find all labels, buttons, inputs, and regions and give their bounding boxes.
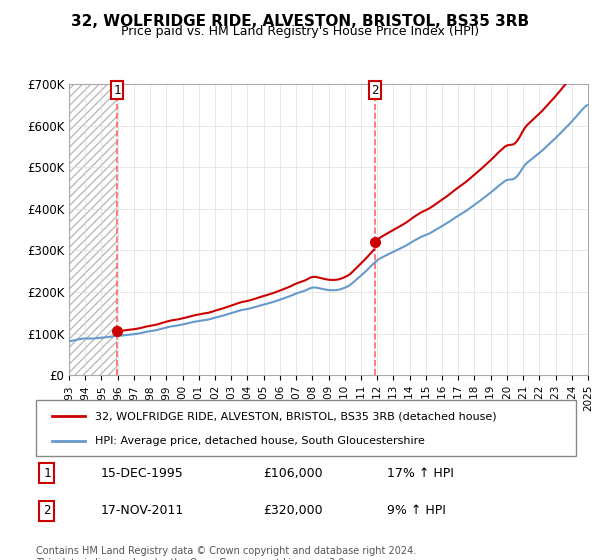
Text: 2: 2 — [43, 505, 50, 517]
Text: 17-NOV-2011: 17-NOV-2011 — [101, 505, 184, 517]
Text: Price paid vs. HM Land Registry's House Price Index (HPI): Price paid vs. HM Land Registry's House … — [121, 25, 479, 38]
FancyBboxPatch shape — [36, 400, 576, 456]
Text: Contains HM Land Registry data © Crown copyright and database right 2024.
This d: Contains HM Land Registry data © Crown c… — [36, 546, 416, 560]
Text: 32, WOLFRIDGE RIDE, ALVESTON, BRISTOL, BS35 3RB: 32, WOLFRIDGE RIDE, ALVESTON, BRISTOL, B… — [71, 14, 529, 29]
Text: 15-DEC-1995: 15-DEC-1995 — [101, 466, 184, 479]
Text: 1: 1 — [43, 466, 50, 479]
Text: £106,000: £106,000 — [263, 466, 322, 479]
Text: 2: 2 — [371, 84, 379, 97]
Text: £320,000: £320,000 — [263, 505, 322, 517]
Text: 17% ↑ HPI: 17% ↑ HPI — [387, 466, 454, 479]
Text: 32, WOLFRIDGE RIDE, ALVESTON, BRISTOL, BS35 3RB (detached house): 32, WOLFRIDGE RIDE, ALVESTON, BRISTOL, B… — [95, 411, 497, 421]
Bar — [69, 84, 117, 375]
Bar — [69, 84, 117, 375]
Text: 9% ↑ HPI: 9% ↑ HPI — [387, 505, 446, 517]
Text: 1: 1 — [113, 84, 121, 97]
Text: HPI: Average price, detached house, South Gloucestershire: HPI: Average price, detached house, Sout… — [95, 436, 425, 446]
